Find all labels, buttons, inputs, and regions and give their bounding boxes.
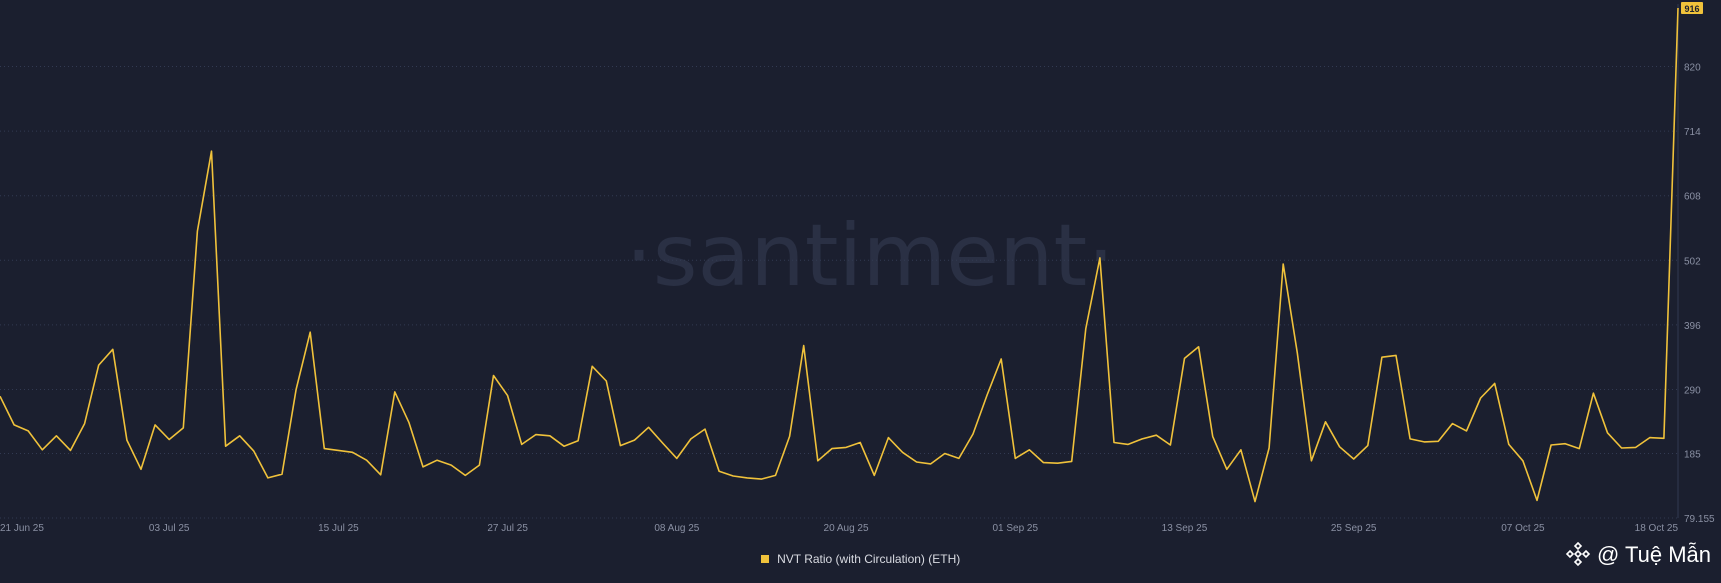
x-tick-label: 20 Aug 25 [824,523,869,534]
label-layer: 79.155 185 290 396 502 608 714 820 21 Jun 25 03 J… [0,2,1715,534]
x-tick-label: 01 Sep 25 [992,523,1038,534]
author-credit: @ Tuệ Mẫn [1565,542,1711,568]
watermark: ·santiment· [625,206,1114,306]
y-tick-label: 290 [1684,386,1701,397]
x-tick-label: 07 Oct 25 [1501,523,1545,534]
y-tick-label: 502 [1684,256,1701,267]
last-value-label: 916 [1684,4,1699,14]
y-tick-label: 608 [1684,192,1701,203]
x-tick-label: 03 Jul 25 [149,523,190,534]
series-line [0,7,1679,503]
legend[interactable]: NVT Ratio (with Circulation) (ETH) [0,552,1721,566]
legend-swatch [760,555,769,563]
y-tick-label: 185 [1684,449,1701,460]
x-tick-label: 18 Oct 25 [1635,523,1679,534]
x-tick-label: 15 Jul 25 [318,523,359,534]
credit-text: @ Tuệ Mẫn [1596,542,1711,567]
x-tick-label: 13 Sep 25 [1162,523,1208,534]
x-tick-label: 21 Jun 25 [0,523,44,534]
y-tick-label: 79.155 [1684,514,1715,525]
x-tick-label: 08 Aug 25 [654,523,699,534]
last-value-badge [1681,2,1703,14]
y-tick-label: 714 [1684,127,1701,138]
legend-label: NVT Ratio (with Circulation) (ETH) [777,552,961,566]
y-tick-label: 396 [1684,321,1701,332]
diamond-logo-icon [1565,542,1591,567]
x-tick-label: 27 Jul 25 [487,523,528,534]
series-layer [0,7,1679,503]
x-tick-label: 25 Sep 25 [1331,523,1377,534]
y-tick-label: 820 [1684,63,1701,74]
